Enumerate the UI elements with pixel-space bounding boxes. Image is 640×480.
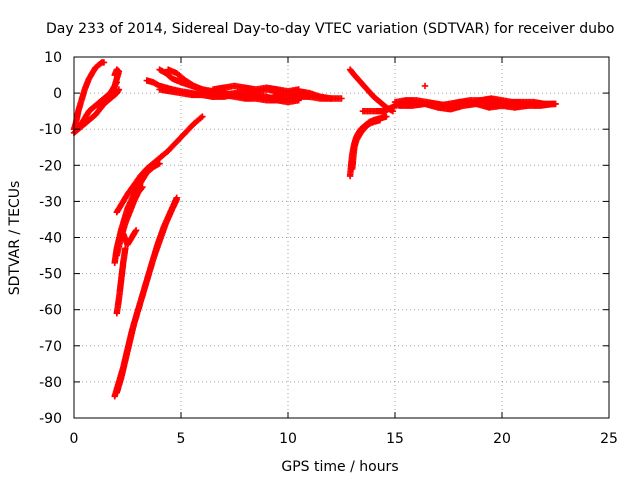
data-point <box>338 95 345 102</box>
y-axis-tick-labels: 10 0 -10 -20 -30 -40 -50 -60 -70 -80 -90 <box>39 50 62 427</box>
data-point <box>295 97 302 104</box>
y-tick-label: -70 <box>39 339 62 355</box>
data-series <box>421 82 429 90</box>
y-tick-label: -10 <box>39 122 62 138</box>
grid-layer <box>74 57 609 418</box>
data-point <box>115 86 123 93</box>
data-point <box>100 59 108 66</box>
data-series <box>113 245 129 317</box>
data-points <box>70 59 559 400</box>
y-tick-label: -40 <box>39 231 62 247</box>
y-tick-label: -80 <box>39 375 62 391</box>
x-tick-label: 0 <box>70 431 79 447</box>
y-axis-label: SDTVAR / TECUs <box>7 181 23 296</box>
y-tick-label: -30 <box>39 194 62 210</box>
data-point <box>199 113 206 120</box>
y-tick-label: 10 <box>44 50 62 66</box>
y-tick-label: -20 <box>39 158 62 174</box>
data-point <box>383 113 390 120</box>
y-tick-label: -60 <box>39 303 62 319</box>
data-point <box>198 114 205 121</box>
data-point <box>173 196 180 203</box>
x-tick-label: 10 <box>279 431 297 447</box>
x-tick-label: 25 <box>600 431 618 447</box>
x-axis-tick-labels: 0 5 10 15 20 25 <box>70 431 618 447</box>
axis-ticks <box>73 56 610 419</box>
data-point <box>376 117 384 124</box>
x-axis-label: GPS time / hours <box>281 459 398 475</box>
y-tick-label: 0 <box>53 86 62 102</box>
data-series <box>156 86 345 102</box>
x-tick-label: 20 <box>493 431 511 447</box>
y-tick-label: -90 <box>39 411 62 427</box>
y-tick-label: -50 <box>39 267 62 283</box>
data-series <box>113 113 206 216</box>
data-series <box>113 183 146 259</box>
x-tick-label: 15 <box>386 431 404 447</box>
data-point <box>111 71 118 79</box>
x-tick-label: 5 <box>177 431 186 447</box>
data-series <box>113 196 180 396</box>
data-point <box>132 227 140 234</box>
data-point <box>156 160 163 167</box>
data-series <box>396 100 557 113</box>
data-point <box>139 183 146 191</box>
data-point <box>122 245 129 252</box>
data-point <box>138 184 145 192</box>
data-series <box>209 82 302 95</box>
data-series <box>70 59 108 133</box>
data-series <box>96 86 123 111</box>
chart-title: Day 233 of 2014, Sidereal Day-to-day VTE… <box>46 21 614 37</box>
data-series <box>349 117 384 173</box>
data-point <box>295 86 302 93</box>
data-point <box>421 82 429 90</box>
data-point <box>550 100 557 108</box>
